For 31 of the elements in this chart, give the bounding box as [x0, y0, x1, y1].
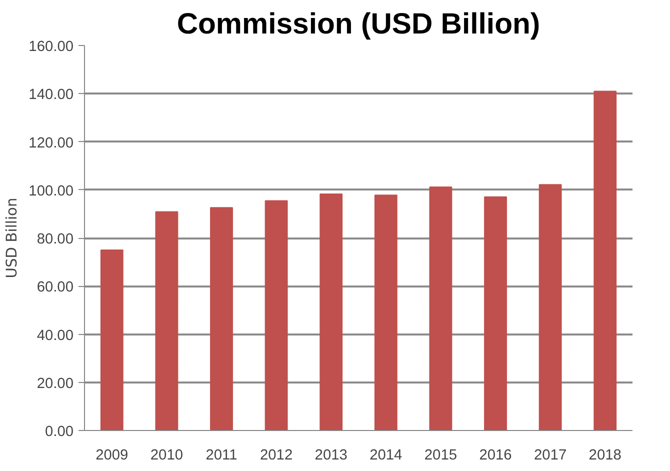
bar [155, 211, 178, 430]
bar [594, 90, 617, 430]
x-tick-label: 2015 [424, 448, 458, 464]
y-tick-label: 40.00 [36, 328, 74, 344]
y-tick-label: 140.00 [28, 87, 74, 104]
bar [374, 194, 398, 430]
x-tick-label: 2012 [260, 448, 293, 464]
bar [484, 196, 507, 430]
x-tick-label: 2017 [534, 448, 567, 464]
y-tick-label: 120.00 [28, 135, 74, 152]
y-tick-label: 100.00 [28, 183, 74, 200]
x-tick-label: 2009 [96, 448, 128, 464]
y-tick-label: 80.00 [36, 232, 74, 248]
x-tick-label: 2014 [370, 448, 402, 464]
y-tick-label: 0.00 [44, 424, 74, 440]
x-tick-label: 2013 [314, 448, 348, 464]
y-tick-label: 160.00 [28, 39, 74, 55]
y-tick-label: 60.00 [36, 280, 74, 296]
x-tick-label: 2016 [479, 448, 512, 464]
bar [100, 250, 124, 430]
bar [429, 186, 452, 430]
x-tick-label: 2011 [206, 448, 238, 464]
bar [210, 207, 233, 430]
x-tick-label: 2010 [150, 448, 184, 464]
bar [320, 193, 343, 430]
bar [264, 200, 288, 430]
x-tick-label: 2018 [588, 448, 622, 464]
chart-title: Commission (USD Billion) [176, 8, 540, 40]
y-axis-title: USD Billion [4, 198, 21, 278]
bar [538, 184, 562, 430]
y-tick-label: 20.00 [36, 376, 74, 392]
